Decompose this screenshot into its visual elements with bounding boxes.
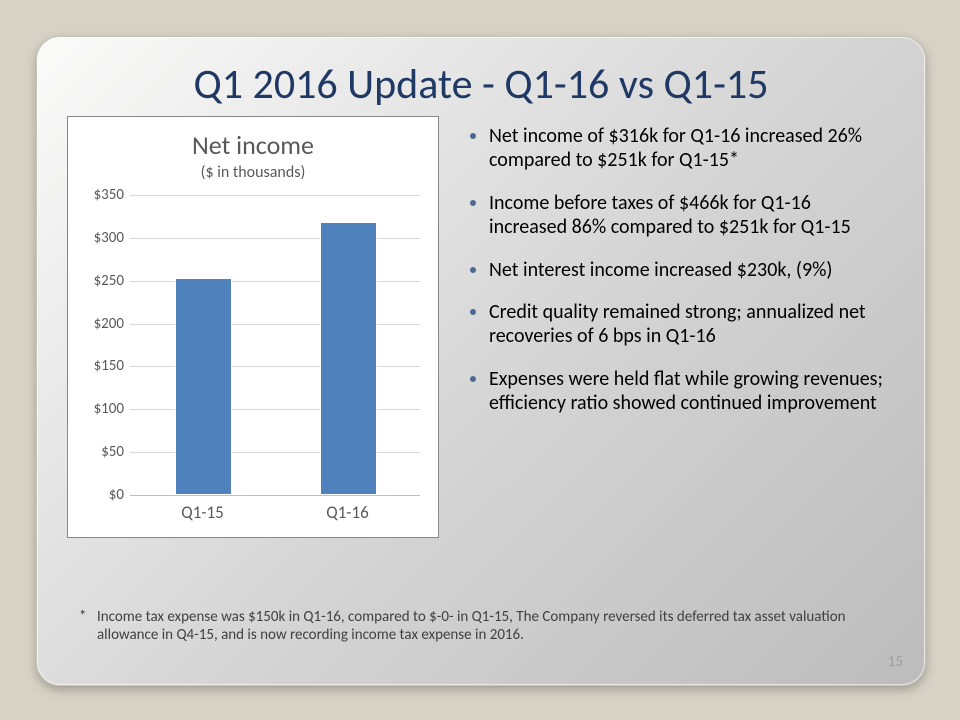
chart-xtick-label: Q1-15: [181, 502, 224, 523]
content-row: Net income ($ in thousands) $0$50$100$15…: [37, 110, 925, 538]
bullet-item: Expenses were held flat while growing re…: [489, 367, 889, 416]
bullet-item: Income before taxes of $466k for Q1-16 i…: [489, 191, 889, 240]
slide-title: Q1 2016 Update - Q1-16 vs Q1-15: [37, 59, 925, 110]
bullet-list: Net income of $316k for Q1-16 increased …: [439, 116, 895, 538]
chart-ytick-label: $350: [68, 186, 124, 204]
footnote-text: Income tax expense was $150k in Q1-16, c…: [97, 608, 883, 646]
chart-bar: [175, 278, 232, 495]
chart-xtick-label: Q1-16: [326, 502, 369, 523]
chart-ytick-label: $50: [68, 443, 124, 461]
net-income-chart: Net income ($ in thousands) $0$50$100$15…: [67, 116, 439, 538]
chart-x-axis: [130, 495, 420, 496]
chart-ytick-label: $0: [68, 486, 124, 504]
bullet-item: Net income of $316k for Q1-16 increased …: [489, 124, 889, 173]
chart-ytick-label: $300: [68, 229, 124, 247]
footnote: * Income tax expense was $150k in Q1-16,…: [79, 608, 883, 646]
chart-ytick-label: $100: [68, 400, 124, 418]
chart-subtitle: ($ in thousands): [68, 163, 438, 182]
chart-ytick-label: $250: [68, 272, 124, 290]
page-number: 15: [888, 653, 903, 671]
chart-bar: [320, 222, 377, 495]
chart-title: Net income: [68, 129, 438, 161]
bullet-item: Net interest income increased $230k, (9%…: [489, 258, 889, 282]
chart-ytick-label: $200: [68, 315, 124, 333]
chart-gridline: [130, 195, 420, 196]
chart-ytick-label: $150: [68, 357, 124, 375]
footnote-marker: *: [79, 608, 97, 646]
chart-plot-area: $0$50$100$150$200$250$300$350Q1-15Q1-16: [130, 195, 420, 495]
slide-card: Q1 2016 Update - Q1-16 vs Q1-15 Net inco…: [36, 36, 926, 686]
bullet-item: Credit quality remained strong; annualiz…: [489, 300, 889, 349]
